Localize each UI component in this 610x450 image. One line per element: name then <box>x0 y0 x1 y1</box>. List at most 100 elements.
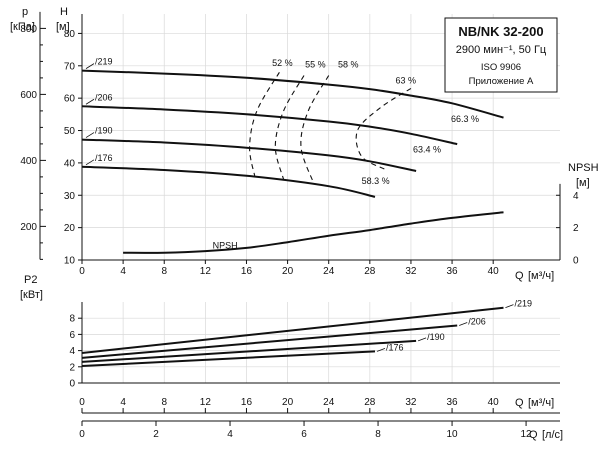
head-curve-label: /190 <box>95 126 113 136</box>
head-x-tick-label: 24 <box>323 266 335 277</box>
power-curve <box>81 306 504 354</box>
head-curve <box>81 138 417 172</box>
power-y-axis-unit: [кВт] <box>20 289 43 301</box>
efficiency-label: 66.3 % <box>451 114 479 124</box>
q-m3h-tick-label: 20 <box>282 397 294 408</box>
head-x-axis-unit: [м³/ч] <box>528 270 554 282</box>
efficiency-isoline <box>300 75 330 183</box>
head-x-tick-label: 32 <box>405 266 417 277</box>
q-m3h-tick-label: 28 <box>364 397 376 408</box>
power-curve-label: /190 <box>427 332 445 342</box>
npsh-tick-label: 4 <box>573 191 579 202</box>
q-ls-tick-label: 10 <box>447 429 459 440</box>
npsh-tick-label: 0 <box>573 256 579 267</box>
p-tick-label: 400 <box>20 156 37 167</box>
npsh-axis-label: NPSH <box>568 162 599 174</box>
head-x-tick-label: 36 <box>447 266 459 277</box>
p-tick-label: 200 <box>20 222 37 233</box>
q-m3h-tick-label: 12 <box>200 397 212 408</box>
head-x-tick-label: 12 <box>200 266 212 277</box>
chart-subtitle-standard: ISO 9906 <box>481 62 521 73</box>
h-axis-unit: [м] <box>56 21 70 33</box>
q-m3h-tick-label: 32 <box>405 397 417 408</box>
head-x-tick-label: 40 <box>488 266 500 277</box>
p-tick-label: 800 <box>20 24 37 35</box>
p-axis-label: p <box>22 6 28 18</box>
q-m3h-tick-label: 8 <box>161 397 167 408</box>
head-curve <box>81 105 458 146</box>
power-curve-label-leader <box>459 322 468 326</box>
npsh-axis-unit: [м] <box>576 177 590 189</box>
power-curve-label: /176 <box>386 342 404 352</box>
h-tick-label: 30 <box>64 191 76 202</box>
head-curve-label-leader <box>85 63 95 69</box>
efficiency-isoline <box>249 72 280 176</box>
head-curve-label: /206 <box>95 92 113 102</box>
power-curve-label-leader <box>505 304 514 309</box>
head-x-tick-label: 0 <box>79 266 85 277</box>
power-curve-label: /206 <box>468 316 486 326</box>
h-tick-label: 60 <box>64 94 76 105</box>
q-m3h-axis-label: Q <box>515 397 524 409</box>
q-ls-axis-unit: [л/с] <box>542 429 563 441</box>
power-y-tick-label: 6 <box>69 330 75 341</box>
q-ls-tick-label: 0 <box>79 429 85 440</box>
q-m3h-tick-label: 0 <box>79 397 85 408</box>
q-ls-axis-label: Q <box>529 429 538 441</box>
q-m3h-tick-label: 36 <box>447 397 459 408</box>
head-curve-label: /219 <box>95 57 113 67</box>
npsh-curve-label: NPSH <box>213 240 238 250</box>
head-x-tick-label: 16 <box>241 266 253 277</box>
chart-subtitle-annex: Приложение A <box>469 76 534 87</box>
h-tick-label: 40 <box>64 158 76 169</box>
power-y-tick-label: 8 <box>69 314 75 325</box>
power-curve-label-leader <box>376 348 386 352</box>
head-x-tick-label: 4 <box>120 266 126 277</box>
efficiency-label: 58 % <box>338 59 359 69</box>
power-curve-label-leader <box>417 337 427 342</box>
head-curve-label-leader <box>85 98 95 105</box>
power-curve <box>81 324 458 359</box>
chart-subtitle-speed: 2900 мин⁻¹, 50 Гц <box>456 44 547 56</box>
efficiency-label: 63.4 % <box>413 145 441 155</box>
q-ls-tick-label: 8 <box>375 429 381 440</box>
efficiency-label: 58.3 % <box>362 176 390 186</box>
chart-title: NB/NK 32-200 <box>458 24 543 39</box>
head-x-tick-label: 20 <box>282 266 294 277</box>
h-tick-label: 20 <box>64 223 76 234</box>
h-tick-label: 70 <box>64 61 76 72</box>
head-curve <box>81 69 504 119</box>
efficiency-label: 63 % <box>396 76 417 86</box>
head-x-tick-label: 8 <box>161 266 167 277</box>
head-x-tick-label: 28 <box>364 266 376 277</box>
q-m3h-tick-label: 16 <box>241 397 253 408</box>
h-axis-label: H <box>60 6 68 18</box>
power-curve-label: /219 <box>514 299 532 309</box>
p-tick-label: 600 <box>20 90 37 101</box>
q-ls-tick-label: 2 <box>153 429 159 440</box>
h-tick-label: 50 <box>64 126 76 137</box>
q-m3h-axis-unit: [м³/ч] <box>528 397 554 409</box>
q-ls-tick-label: 6 <box>301 429 307 440</box>
power-curve <box>81 350 376 367</box>
npsh-tick-label: 2 <box>573 223 579 234</box>
p-axis-unit: [кПа] <box>10 21 35 33</box>
q-ls-tick-label: 4 <box>227 429 233 440</box>
h-tick-label: 80 <box>64 29 76 40</box>
power-y-tick-label: 0 <box>69 379 75 390</box>
power-y-axis-label: P2 <box>24 274 37 286</box>
head-curve <box>81 165 376 198</box>
q-ls-tick-label: 12 <box>521 429 533 440</box>
head-curve-label-leader <box>85 132 95 138</box>
head-curve-label-leader <box>85 159 95 166</box>
h-tick-label: 10 <box>64 256 76 267</box>
npsh-curve <box>123 211 504 254</box>
title-box <box>444 17 558 93</box>
head-panel: 0 4 8 12 16 20 24 28 32 36 40 Q [м³/ч]10203040506070… <box>10 6 599 282</box>
power-y-tick-label: 4 <box>69 346 75 357</box>
efficiency-label: 52 % <box>272 58 293 68</box>
q-m3h-tick-label: 24 <box>323 397 335 408</box>
power-y-tick-label: 2 <box>69 362 75 373</box>
efficiency-label: 55 % <box>305 59 326 69</box>
